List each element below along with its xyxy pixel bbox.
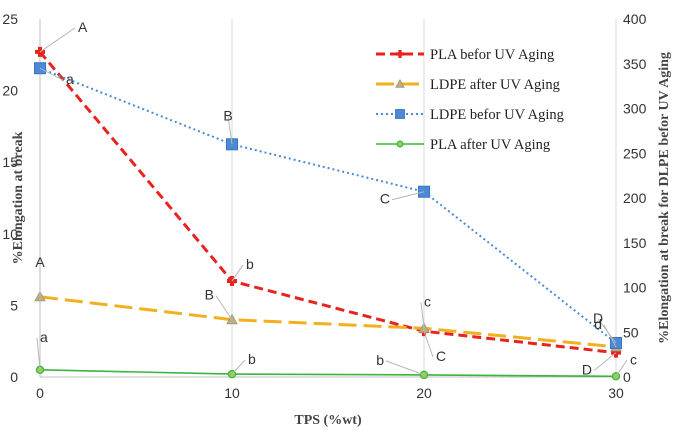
series <box>34 46 622 381</box>
y-axis-left-title: %Elongation at break <box>11 131 26 264</box>
annotation-label: D <box>582 362 592 378</box>
annotation-leader <box>615 360 628 377</box>
x-axis-title: TPS (%wt) <box>294 413 362 428</box>
series-group <box>35 365 621 381</box>
annotation-label: b <box>248 351 256 367</box>
x-tick-label: 0 <box>36 385 44 401</box>
y-right-tick-label: 150 <box>623 235 647 251</box>
annotation-leader <box>423 331 434 358</box>
annotation-label: D <box>593 310 603 326</box>
annotation-leader <box>231 264 244 282</box>
legend-label: LDPE after UV Aging <box>430 77 560 93</box>
data-point <box>396 140 404 148</box>
x-tick-label: 20 <box>416 385 432 401</box>
annotation-label: C <box>380 191 390 207</box>
y-left-tick-label: 15 <box>2 154 18 170</box>
annotation-leader <box>391 191 425 201</box>
x-tick-label: 30 <box>608 385 624 401</box>
annotation-label: b <box>246 256 254 272</box>
annotation-label: c <box>630 351 637 367</box>
y-left-tick-label: 10 <box>2 226 18 242</box>
series-line <box>39 369 617 378</box>
y-right-tick-label: 100 <box>623 280 647 296</box>
data-point <box>396 50 404 58</box>
series-line <box>39 295 617 349</box>
tick-labels: 0 10 20 30051015202505010015020025030035040… <box>2 11 646 401</box>
annotation-leader <box>36 337 41 370</box>
y-left-tick-label: 25 <box>2 11 18 27</box>
y-right-tick-label: 250 <box>623 145 647 161</box>
y-left-tick-label: 5 <box>10 297 18 313</box>
annotation-label: A <box>35 254 45 270</box>
annotation-leader <box>385 360 425 376</box>
legend-label: LDPE befor UV Aging <box>430 107 564 123</box>
annotation-leader <box>39 27 76 53</box>
annotation-label: a <box>40 329 48 345</box>
annotation-label: c <box>424 293 431 309</box>
data-point <box>395 78 405 88</box>
annotation-leader <box>593 352 617 372</box>
series-line <box>38 50 617 355</box>
axes <box>39 19 616 378</box>
series-group <box>35 46 621 358</box>
annotation-leader <box>39 67 64 81</box>
annotation-label: d <box>594 316 602 332</box>
data-point <box>395 109 405 119</box>
y-axis-right-title: %Elongation at break for DLPE befor UV A… <box>657 52 672 344</box>
annotation-label: b <box>376 352 384 368</box>
annotation-leader <box>603 324 617 348</box>
annotation-label: a <box>66 71 74 87</box>
legend: PLA befor UV Aging LDPE after UV Aging LDP… <box>376 47 564 153</box>
annotation-label: B <box>223 107 232 123</box>
y-left-tick-label: 0 <box>10 369 18 385</box>
legend-label: PLA after UV Aging <box>430 137 550 153</box>
annotation-label: A <box>78 19 88 35</box>
legend-label: PLA befor UV Aging <box>430 47 554 63</box>
y-right-tick-label: 300 <box>623 101 647 117</box>
y-right-tick-label: 350 <box>623 56 647 72</box>
x-tick-label: 10 <box>224 385 240 401</box>
annotation-label: C <box>436 348 446 364</box>
y-left-tick-label: 20 <box>2 83 18 99</box>
y-right-tick-label: 200 <box>623 190 647 206</box>
annotation-leader <box>231 359 246 375</box>
y-right-tick-label: 50 <box>623 324 639 340</box>
annotation-leader <box>215 295 233 320</box>
y-right-tick-label: 400 <box>623 11 647 27</box>
series-line <box>39 67 617 344</box>
y-right-tick-label: 0 <box>623 369 631 385</box>
annotation-leader <box>420 302 425 329</box>
annotation-leader <box>227 116 233 145</box>
annotation-label: B <box>205 287 214 303</box>
